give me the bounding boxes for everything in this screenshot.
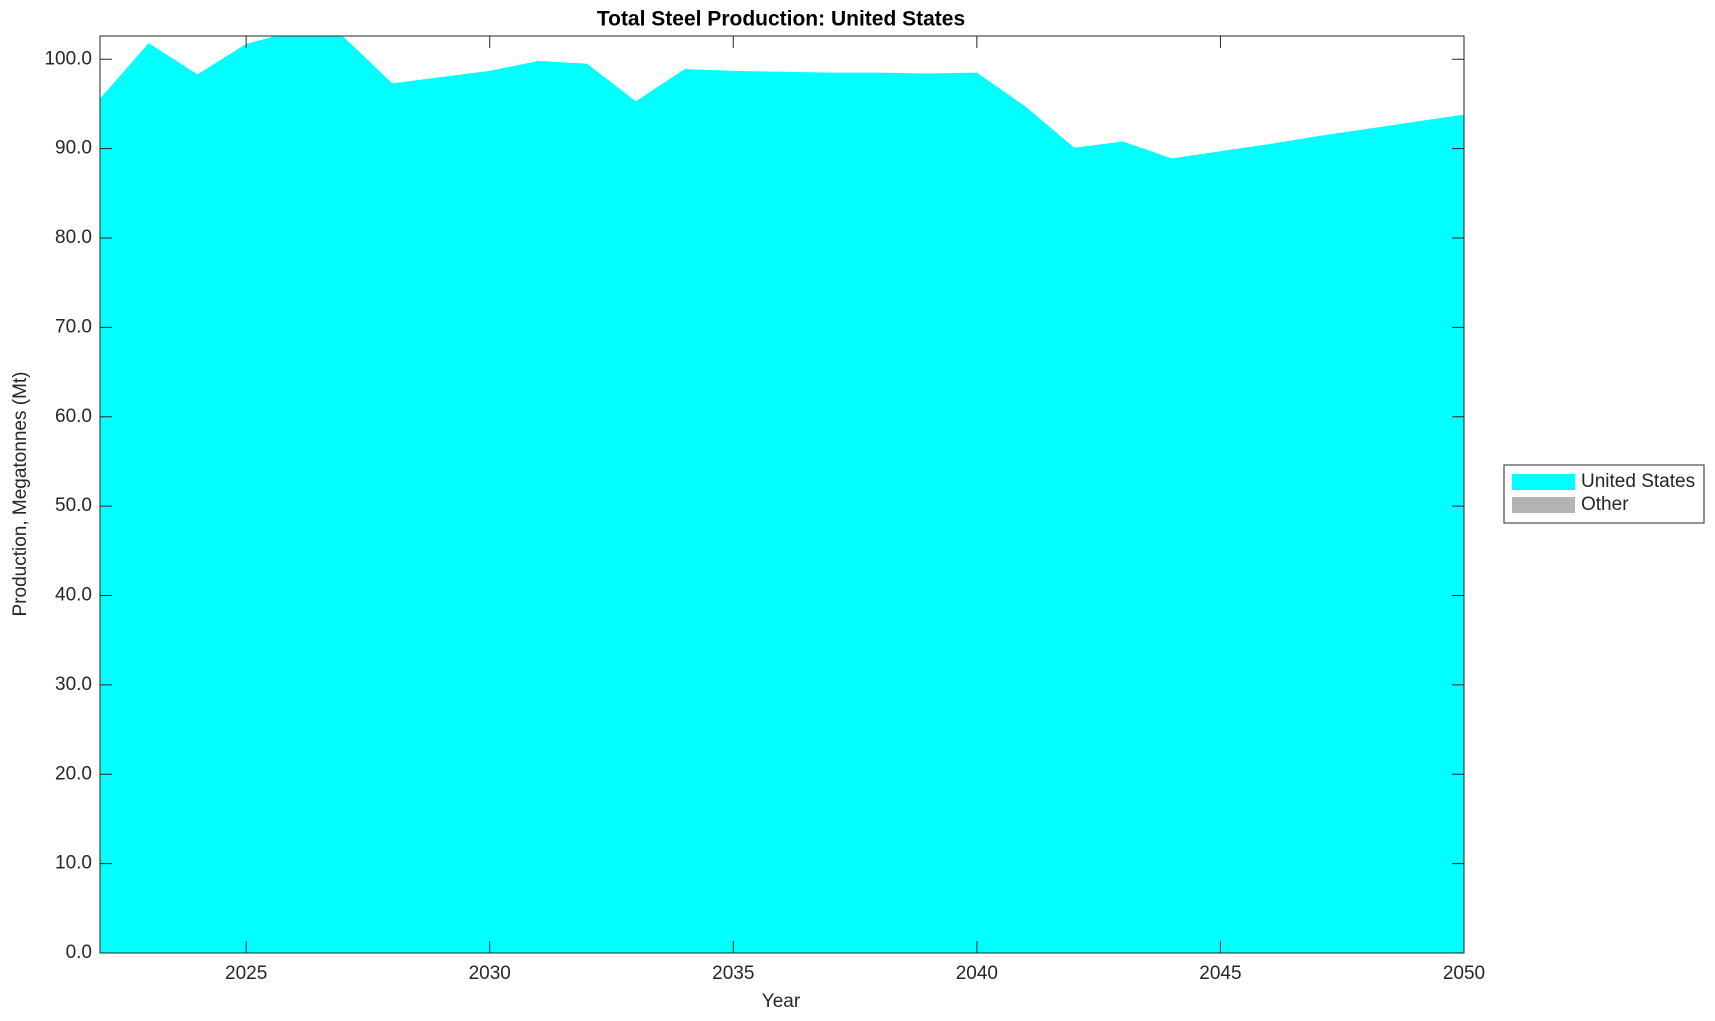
y-tick-label: 90.0 — [55, 138, 92, 159]
axes-box — [99, 35, 1465, 954]
y-tick-label: 40.0 — [55, 585, 92, 606]
y-tick-label: 10.0 — [55, 853, 92, 874]
x-tick-label: 2050 — [1443, 963, 1485, 984]
plot-area — [100, 36, 1464, 953]
y-axis-label: Production, Megatonnes (Mt) — [10, 371, 31, 616]
legend-label: Other — [1581, 494, 1629, 515]
y-tick-label: 30.0 — [55, 674, 92, 695]
y-tick-label: 20.0 — [55, 763, 92, 784]
x-tick-label: 2035 — [712, 963, 754, 984]
legend-swatch — [1512, 474, 1575, 490]
y-tick-label: 50.0 — [55, 495, 92, 516]
chart-title: Total Steel Production: United States — [597, 8, 965, 31]
y-tick-label: 100.0 — [44, 48, 92, 69]
x-tick-label: 2040 — [956, 963, 998, 984]
y-tick-label: 60.0 — [55, 406, 92, 427]
y-tick-label: 0.0 — [66, 942, 92, 963]
legend-label: United States — [1581, 471, 1695, 492]
area — [100, 36, 1464, 953]
x-tick-label: 2030 — [469, 963, 511, 984]
y-tick-label: 80.0 — [55, 227, 92, 248]
x-tick-label: 2025 — [225, 963, 267, 984]
y-tick-label: 70.0 — [55, 316, 92, 337]
x-tick-label: 2045 — [1199, 963, 1241, 984]
x-axis-label: Year — [762, 991, 801, 1012]
legend-swatch — [1512, 497, 1575, 513]
